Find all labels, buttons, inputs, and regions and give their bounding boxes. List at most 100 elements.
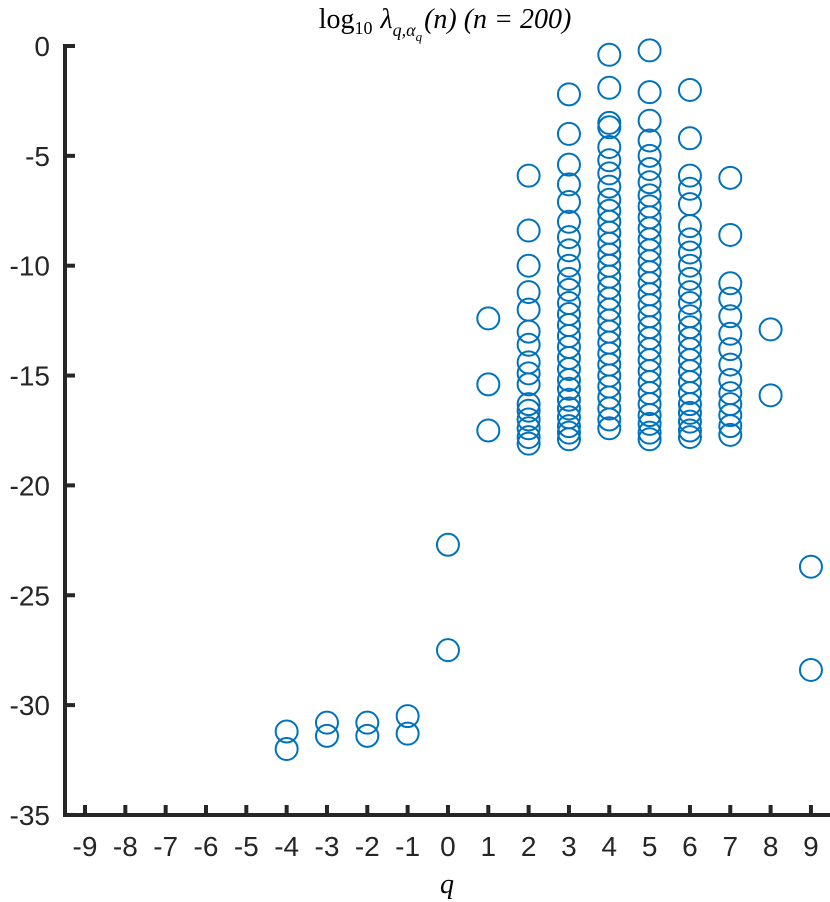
- data-point: [677, 392, 702, 417]
- data-point: [516, 297, 541, 322]
- data-point: [556, 225, 581, 250]
- title-subscript: q,α: [393, 20, 417, 40]
- data-point: [597, 42, 622, 67]
- data-point: [516, 398, 541, 423]
- data-point: [516, 163, 541, 188]
- data-point: [556, 82, 581, 107]
- data-point: [556, 420, 581, 445]
- x-tick-label: 4: [602, 831, 618, 862]
- data-point: [556, 376, 581, 401]
- data-point: [516, 218, 541, 243]
- data-point: [476, 306, 501, 331]
- x-tick-label: -7: [153, 831, 178, 862]
- y-tick-label: -25: [10, 580, 50, 611]
- data-point: [758, 317, 783, 342]
- data-point: [677, 266, 702, 291]
- x-tick-label: -3: [315, 831, 340, 862]
- title-subsubscript: q: [416, 29, 423, 44]
- data-point: [516, 372, 541, 397]
- data-point: [718, 414, 743, 439]
- x-tick-label: -2: [355, 831, 380, 862]
- data-point: [597, 174, 622, 199]
- data-point: [637, 80, 662, 105]
- x-tick-label: 1: [481, 831, 497, 862]
- data-point: [637, 170, 662, 195]
- data-point: [677, 240, 702, 265]
- data-point: [556, 238, 581, 263]
- data-point: [677, 418, 702, 443]
- data-point: [476, 418, 501, 443]
- data-point: [677, 409, 702, 434]
- x-tick-label: 8: [763, 831, 779, 862]
- data-point: [556, 253, 581, 278]
- data-point: [718, 367, 743, 392]
- data-point: [516, 319, 541, 344]
- data-point: [516, 392, 541, 417]
- x-tick-label: -1: [395, 831, 420, 862]
- data-point: [274, 719, 299, 744]
- data-point: [556, 396, 581, 421]
- y-ticks: 0 -5 -10 -15 -20 -25 -30 -35: [10, 31, 75, 831]
- data-point: [395, 721, 420, 746]
- data-point: [637, 108, 662, 133]
- data-point: [355, 723, 380, 748]
- x-tick-label: -5: [234, 831, 259, 862]
- y-tick-label: 0: [34, 31, 50, 62]
- data-point: [677, 381, 702, 406]
- title-log: log: [319, 4, 355, 35]
- data-point: [556, 209, 581, 234]
- y-tick-label: -15: [10, 361, 50, 392]
- data-point: [758, 383, 783, 408]
- data-point: [677, 227, 702, 252]
- data-point: [637, 420, 662, 445]
- data-point: [395, 704, 420, 729]
- data-point: [274, 737, 299, 762]
- data-point: [718, 337, 743, 362]
- data-point: [637, 38, 662, 63]
- title-args: (n) (n = 200): [424, 4, 571, 35]
- data-point: [516, 416, 541, 441]
- y-tick-label: -5: [25, 141, 50, 172]
- data-point: [556, 414, 581, 439]
- data-point: [556, 277, 581, 302]
- data-point: [718, 422, 743, 447]
- data-point: [556, 152, 581, 177]
- x-tick-label: 7: [722, 831, 738, 862]
- y-tick-label: -10: [10, 251, 50, 282]
- data-point: [314, 710, 339, 735]
- data-point: [516, 425, 541, 450]
- data-point: [677, 291, 702, 316]
- data-point: [597, 161, 622, 186]
- data-point: [677, 192, 702, 217]
- data-point: [516, 361, 541, 386]
- data-point: [314, 723, 339, 748]
- data-point: [516, 431, 541, 456]
- data-point: [435, 638, 460, 663]
- x-tick-label: 6: [682, 831, 698, 862]
- x-tick-label: -6: [194, 831, 219, 862]
- data-point: [516, 332, 541, 357]
- data-point: [597, 396, 622, 421]
- y-tick-label: -30: [10, 690, 50, 721]
- data-point: [556, 121, 581, 146]
- data-point: [718, 165, 743, 190]
- data-point: [798, 657, 823, 682]
- data-point: [718, 222, 743, 247]
- x-tick-label: 3: [561, 831, 577, 862]
- data-point: [637, 392, 662, 417]
- data-point: [556, 189, 581, 214]
- data-point: [597, 416, 622, 441]
- data-point: [556, 427, 581, 452]
- title-lambda: λ: [379, 4, 392, 35]
- data-point: [677, 253, 702, 278]
- data-point: [355, 710, 380, 735]
- data-point: [516, 407, 541, 432]
- data-point: [637, 427, 662, 452]
- data-point: [597, 407, 622, 432]
- data-point: [556, 172, 581, 197]
- data-point: [556, 356, 581, 381]
- data-point: [677, 126, 702, 151]
- x-tick-label: -4: [274, 831, 299, 862]
- data-point: [677, 400, 702, 425]
- data-point: [597, 75, 622, 100]
